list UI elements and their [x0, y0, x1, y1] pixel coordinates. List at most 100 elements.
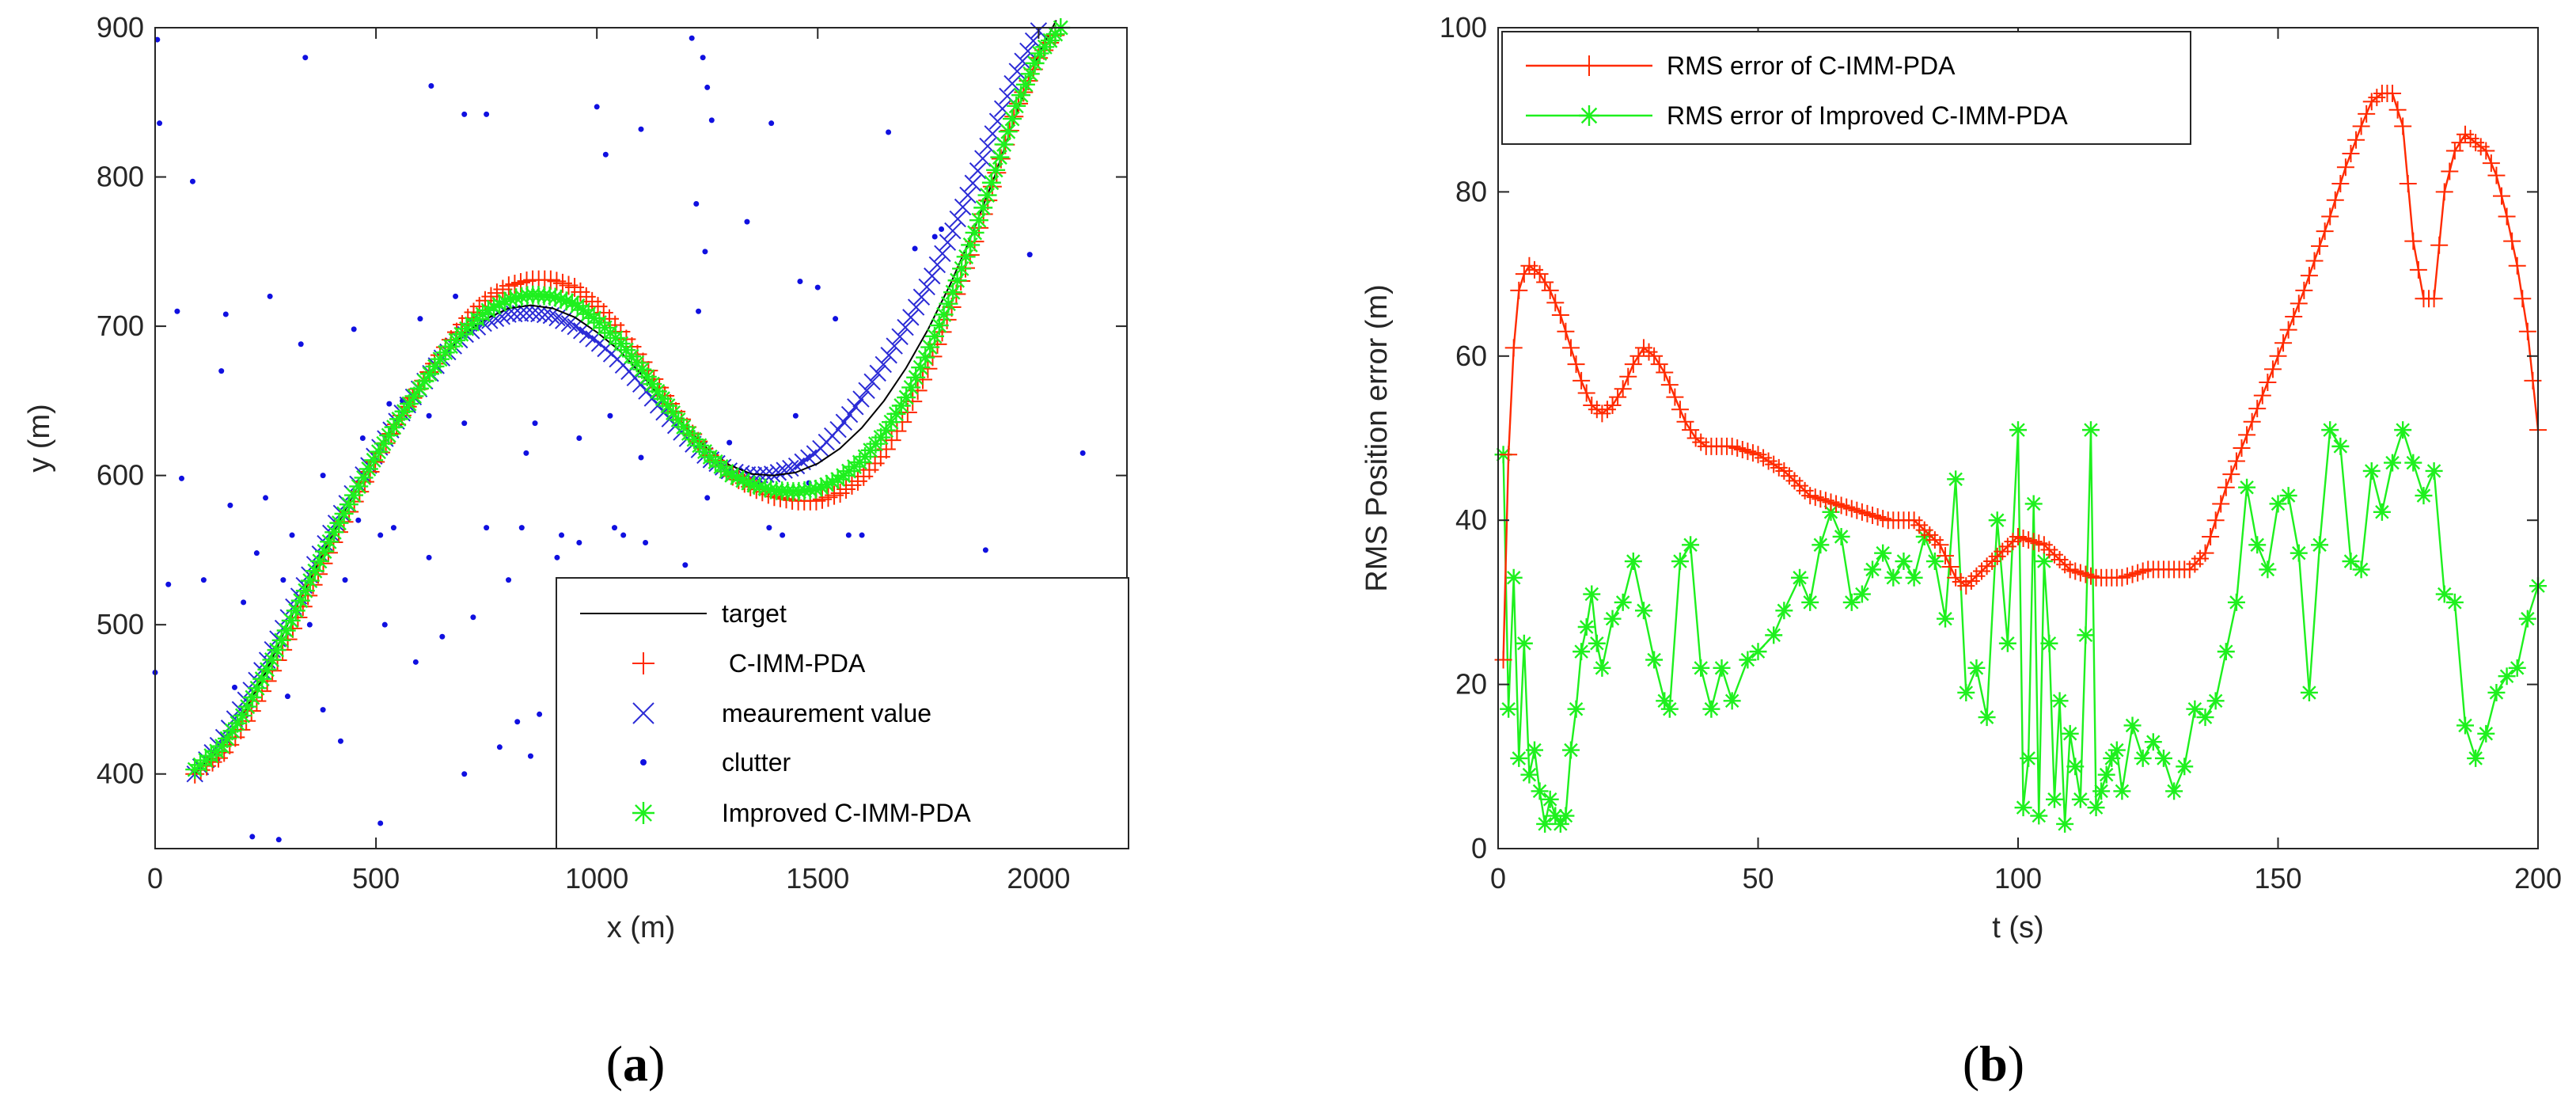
improved-rms-point [1567, 700, 1585, 718]
clutter-point [298, 341, 304, 348]
improved-rms-point [1603, 610, 1622, 628]
improved-point [653, 389, 673, 408]
cimmpda-rms-point [2233, 439, 2251, 457]
improved-point [929, 316, 949, 336]
improved-rms-point [2498, 667, 2516, 686]
clutter-point [426, 412, 432, 419]
cimmpda-rms-point [1848, 501, 1866, 519]
cimmpda-rms-point [1853, 503, 1871, 521]
clutter-point [514, 719, 521, 725]
improved-rms-point [2107, 741, 2126, 759]
improved-rms-point [1682, 536, 1700, 554]
improved-rms-point [1500, 700, 1518, 718]
improved-point [425, 356, 445, 376]
measurement-point [847, 398, 864, 416]
improved-point [1015, 74, 1035, 94]
improved-point [369, 442, 389, 462]
clutter-point [523, 450, 529, 456]
improved-rms-point [1551, 815, 1569, 833]
clutter-point [377, 820, 384, 826]
legend-clutter-marker [640, 759, 647, 765]
cimmpda-rms-point [2118, 567, 2136, 585]
clutter-point [249, 834, 256, 840]
legend-cimmpda-marker [1579, 55, 1599, 76]
improved-rms-point [2092, 782, 2111, 800]
measurement-point [959, 186, 977, 204]
cimmpda-rms-point [2212, 495, 2230, 513]
clutter-point [200, 577, 207, 583]
improved-point [349, 477, 369, 496]
cimmpda-rms-point [1504, 339, 1523, 357]
cimmpda-rms-point [1609, 388, 1627, 406]
improved-point [490, 294, 510, 314]
improved-rms-point [2404, 454, 2422, 472]
improved-point [343, 485, 363, 505]
improved-point [871, 427, 891, 447]
improved-rms-point [2321, 421, 2339, 439]
improved-point [632, 359, 652, 379]
improved-rms-point [2165, 782, 2183, 800]
cimmpda-rms-point [2409, 260, 2427, 279]
measurement-point [964, 174, 981, 192]
cimmpda-rms-point [2217, 478, 2235, 496]
improved-rms-point [2176, 758, 2194, 776]
improved-rms-point [2035, 553, 2053, 571]
improved-point [218, 728, 237, 748]
improved-rms-point [1978, 708, 1996, 727]
improved-point [431, 349, 450, 369]
chart-a-x-tick-label: 1000 [565, 862, 628, 895]
improved-rms-point [2259, 560, 2277, 579]
clutter-point [496, 744, 503, 750]
cimmpda-rms-point [1842, 500, 1861, 518]
improved-rms-point [1557, 807, 1575, 825]
clutter-point [390, 525, 396, 531]
cimmpda-rms-point [2362, 93, 2381, 111]
improved-point [233, 706, 252, 726]
improved-rms-point [1842, 593, 1861, 611]
improved-rms-point [2206, 692, 2225, 710]
improved-rms-point [1671, 553, 1689, 571]
improved-rms-point [2186, 700, 2204, 718]
improved-point [364, 450, 384, 470]
improved-point [545, 287, 565, 307]
chart-a-y-tick-label: 600 [97, 459, 144, 492]
improved-point [300, 571, 320, 591]
measurement-point [1014, 52, 1031, 70]
legend-cimmpda-marker [632, 652, 654, 674]
cimmpda-rms-point [2206, 511, 2225, 530]
chart-a-legend: target C-IMM-PDA meaurement value clutte… [556, 577, 1129, 849]
measurement-point [934, 245, 951, 263]
improved-point [237, 697, 257, 716]
improved-rms-point [2056, 815, 2074, 833]
cimmpda-rms-point [1858, 504, 1876, 522]
chart-b-y-tick-label: 80 [1455, 175, 1487, 207]
improved-rms-point [1510, 749, 1528, 767]
legend-entry-measurement: meaurement value [722, 699, 931, 727]
cimmpda-rms-point [1671, 401, 1689, 419]
improved-point [290, 591, 310, 610]
measurement-point [840, 405, 859, 424]
cimmpda-rms-point [2342, 145, 2360, 163]
clutter-point [218, 368, 225, 374]
improved-point [738, 473, 758, 493]
cimmpda-rms-point [2467, 134, 2485, 152]
measurement-point [902, 309, 920, 326]
cimmpda-rms-point [1536, 273, 1554, 291]
cimmpda-rms-point [1838, 498, 1856, 516]
cimmpda-rms-point [2524, 371, 2542, 389]
improved-rms-point [1775, 602, 1793, 620]
improved-rms-point [1702, 700, 1720, 718]
cimmpda-rms-point [2290, 294, 2308, 313]
improved-point [242, 688, 262, 708]
cimmpda-rms-point [2014, 530, 2032, 548]
measurement-point [835, 413, 853, 431]
clutter-point [931, 234, 938, 240]
improved-point [663, 403, 683, 423]
clutter-point [461, 111, 468, 117]
improved-rms-point [2134, 749, 2152, 767]
cimmpda-rms-point [2274, 334, 2293, 352]
improved-point [755, 478, 775, 498]
improved-point [669, 410, 689, 430]
cimmpda-rms-point [2513, 290, 2532, 308]
cimmpda-rms-point [2336, 158, 2354, 177]
